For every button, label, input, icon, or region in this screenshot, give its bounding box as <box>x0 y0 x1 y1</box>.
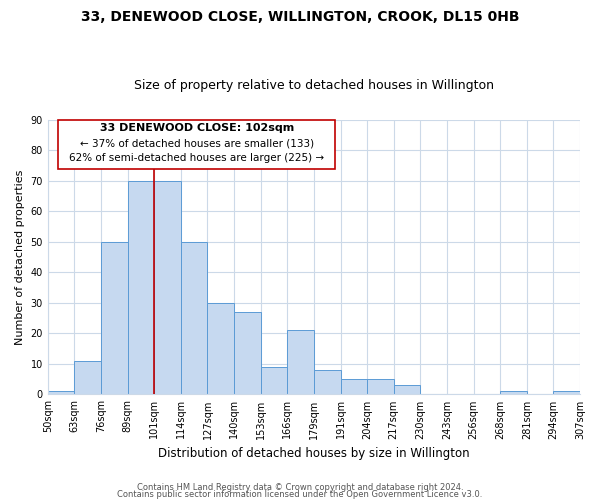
Text: 33, DENEWOOD CLOSE, WILLINGTON, CROOK, DL15 0HB: 33, DENEWOOD CLOSE, WILLINGTON, CROOK, D… <box>81 10 519 24</box>
Bar <box>260 367 287 394</box>
Bar <box>314 370 341 394</box>
Text: 33 DENEWOOD CLOSE: 102sqm: 33 DENEWOOD CLOSE: 102sqm <box>100 124 294 134</box>
Bar <box>128 180 154 394</box>
Bar <box>553 392 580 394</box>
Bar <box>74 361 101 394</box>
Text: Contains HM Land Registry data © Crown copyright and database right 2024.: Contains HM Land Registry data © Crown c… <box>137 484 463 492</box>
Y-axis label: Number of detached properties: Number of detached properties <box>15 170 25 344</box>
FancyBboxPatch shape <box>58 120 335 169</box>
Bar <box>101 242 128 394</box>
Bar <box>181 242 208 394</box>
Bar <box>208 303 234 394</box>
Bar <box>394 386 421 394</box>
Bar <box>341 379 367 394</box>
X-axis label: Distribution of detached houses by size in Willington: Distribution of detached houses by size … <box>158 447 470 460</box>
Title: Size of property relative to detached houses in Willington: Size of property relative to detached ho… <box>134 79 494 92</box>
Bar <box>367 379 394 394</box>
Bar <box>48 392 74 394</box>
Bar <box>287 330 314 394</box>
Bar <box>154 180 181 394</box>
Bar <box>234 312 260 394</box>
Text: 62% of semi-detached houses are larger (225) →: 62% of semi-detached houses are larger (… <box>69 153 325 163</box>
Text: Contains public sector information licensed under the Open Government Licence v3: Contains public sector information licen… <box>118 490 482 499</box>
Bar <box>500 392 527 394</box>
Text: ← 37% of detached houses are smaller (133): ← 37% of detached houses are smaller (13… <box>80 138 314 148</box>
